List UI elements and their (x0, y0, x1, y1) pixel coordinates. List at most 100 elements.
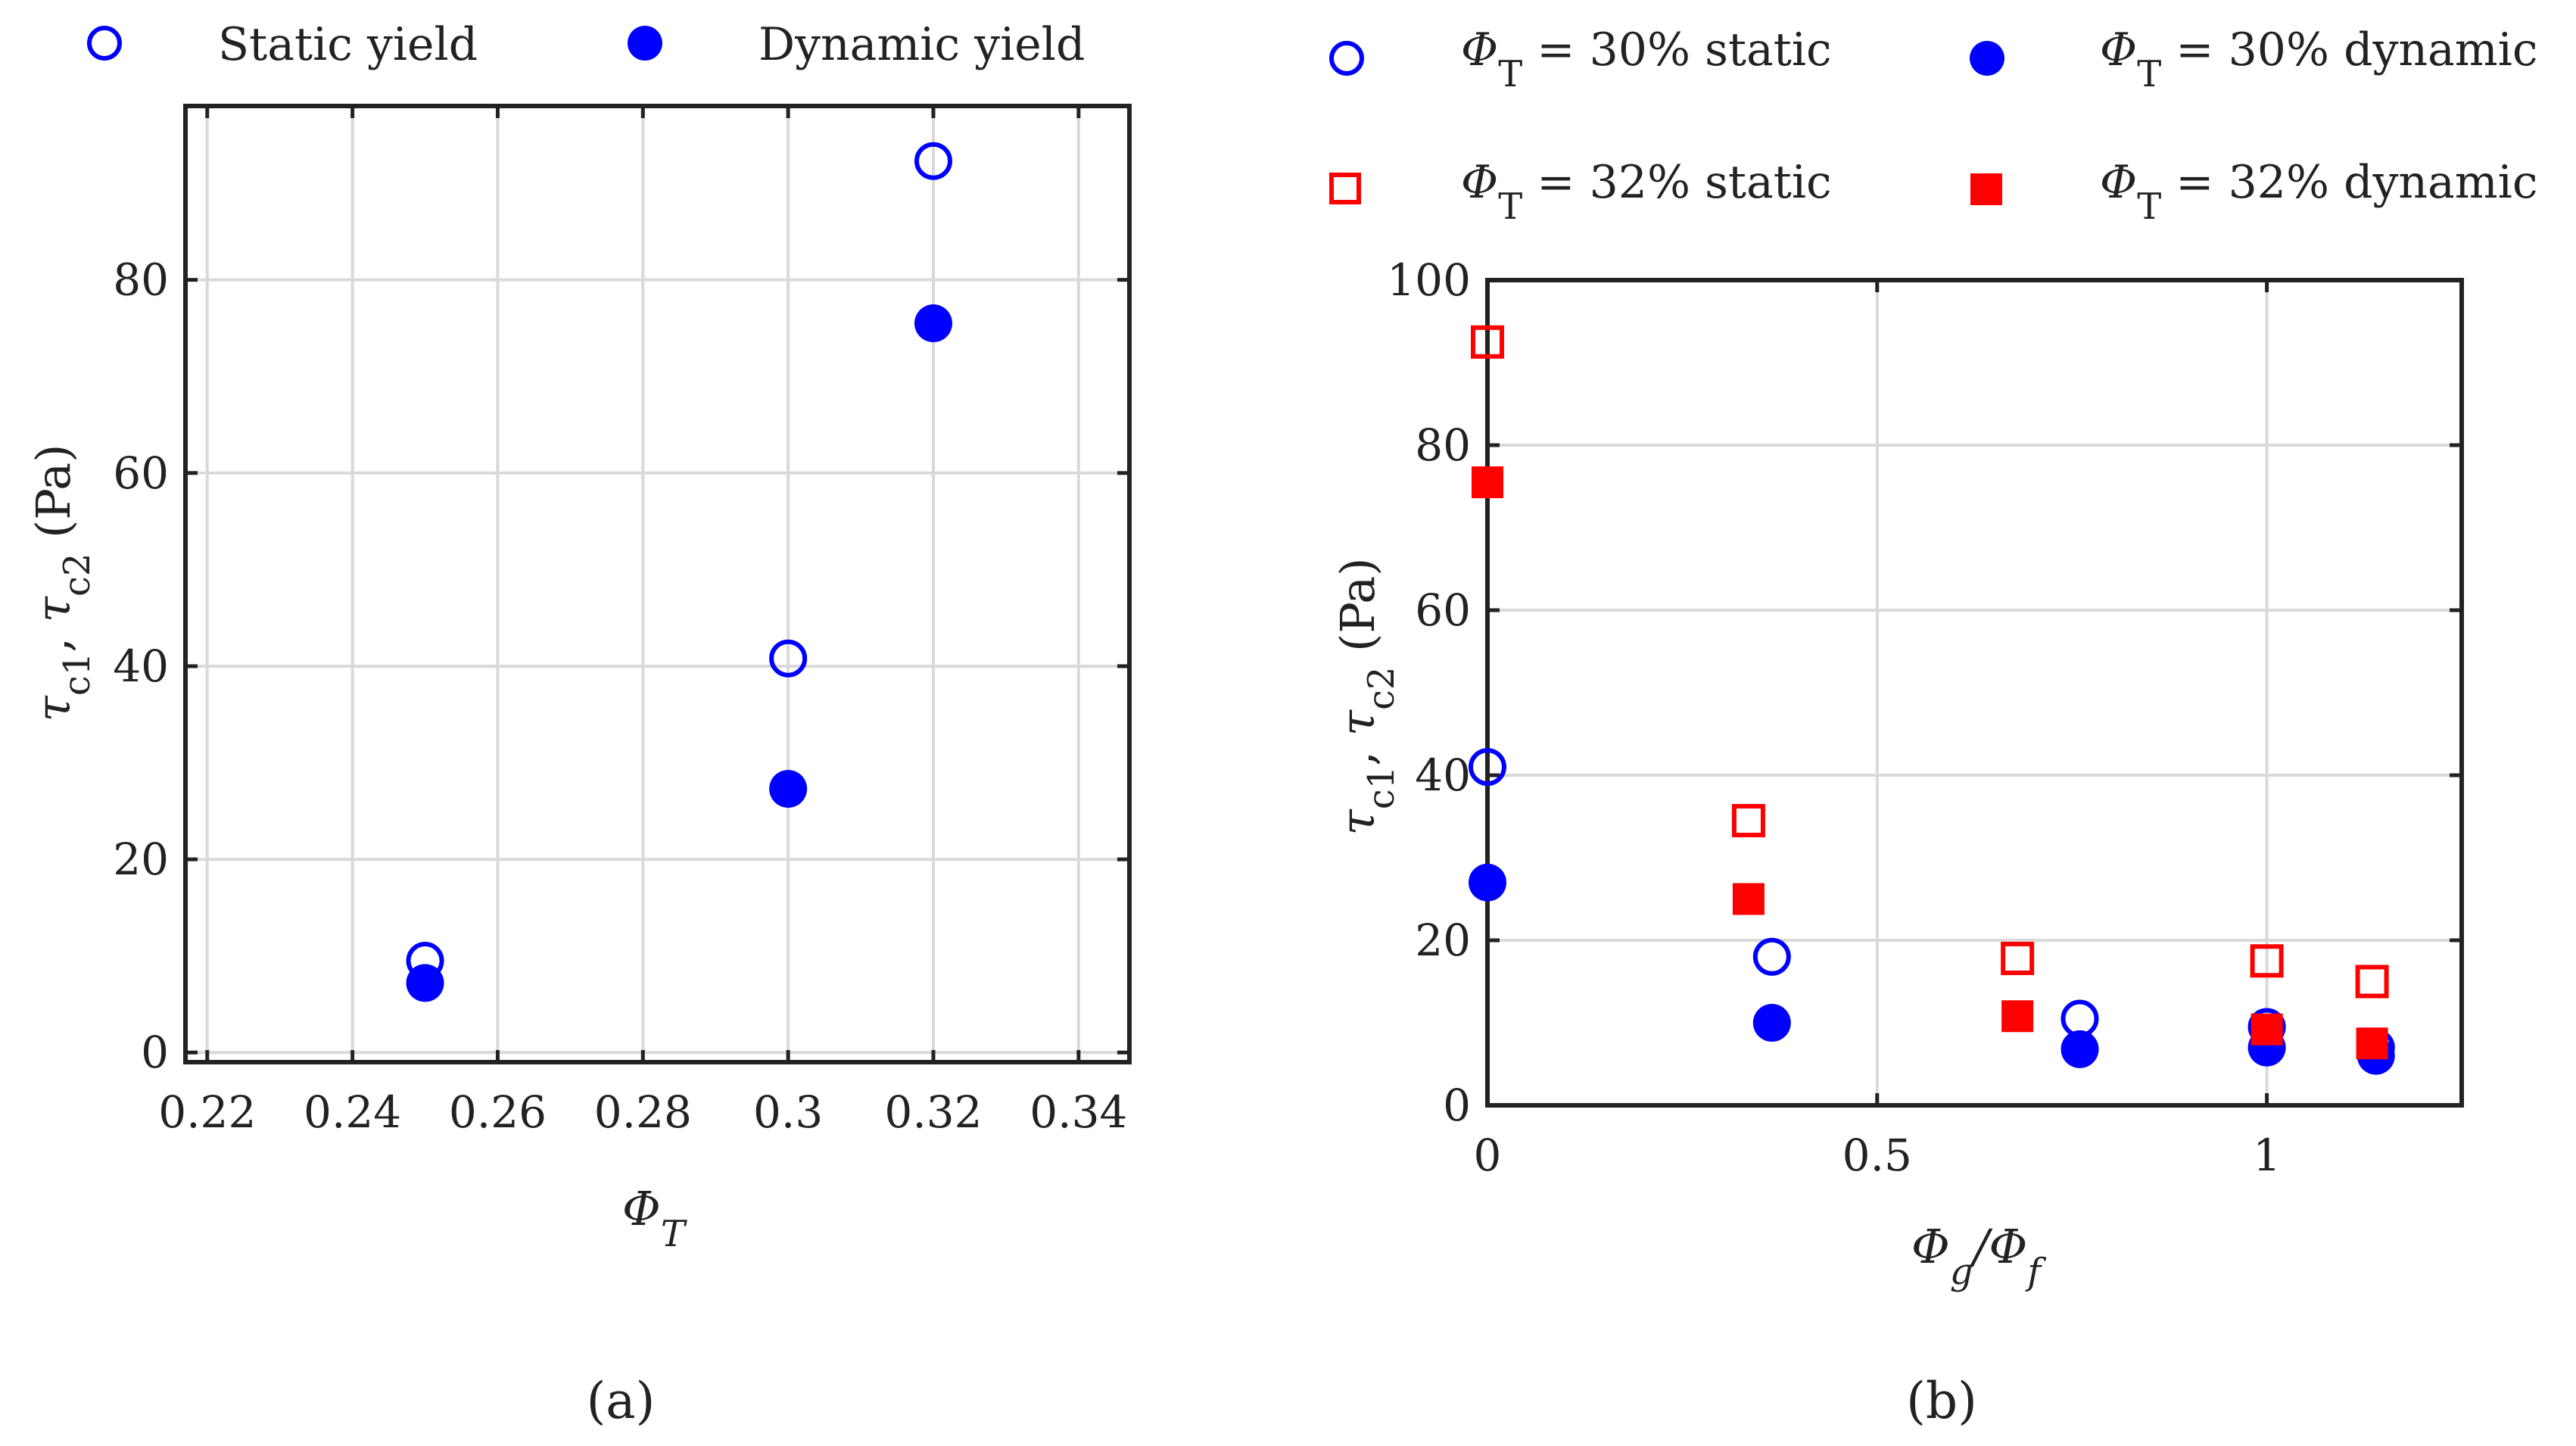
y-axis-label-a-sub2: c2 (56, 553, 98, 597)
y-axis-label-a-tau2: τ (26, 595, 81, 622)
legend-marker-32-dynamic (1970, 173, 2002, 205)
grid-b (1486, 279, 2462, 1107)
data-point (2356, 1027, 2388, 1060)
y-tick-label: 0 (1443, 1080, 1471, 1131)
legend-32-static-sub: T (1498, 185, 1522, 228)
x-axis-label-b: Φg/Φf (1911, 1219, 2046, 1293)
data-point (2060, 1030, 2099, 1068)
legend-32-static-rest: = 32% static (1522, 156, 1831, 209)
y-tick-label: 40 (1415, 749, 1471, 801)
legend-label-dynamic-yield: Dynamic yield (758, 18, 1085, 71)
x-tick-label: 0.34 (1029, 1086, 1127, 1138)
x-tick-label: 0.3 (753, 1086, 823, 1138)
legend-30-static-sub: T (1498, 53, 1522, 95)
data-point (1471, 325, 1504, 359)
x-tick-label: 0.32 (884, 1086, 982, 1138)
data-point (406, 964, 444, 1002)
x-tick-label: 0.26 (449, 1086, 547, 1138)
y-tick-label: 0 (141, 1027, 169, 1078)
y-tick-label: 60 (1415, 584, 1471, 636)
y-axis-label-b-tau1: τ (1330, 808, 1385, 835)
data-point (1469, 748, 1506, 787)
y-axis-label-a-sep: , (26, 622, 81, 652)
y-axis-label-a: τc1, τc2 (Pa) (26, 444, 98, 722)
legend-label-static-yield: Static yield (218, 18, 478, 71)
legend-32-dynamic-phi: Φ (2100, 156, 2137, 209)
legend-marker-dynamic-yield (628, 26, 662, 61)
plot-frame-b (1485, 278, 2464, 1108)
plot-frame-a (183, 104, 1132, 1064)
data-point (1472, 466, 1503, 499)
y-axis-label-b: τc1, τc2 (Pa) (1330, 558, 1403, 836)
legend-label-30-dynamic: ΦT = 30% dynamic (2100, 23, 2537, 95)
data-point (769, 639, 808, 678)
y-axis-label-a-sub1: c1 (56, 653, 98, 696)
legend-label-32-static: ΦT = 32% static (1461, 156, 1832, 228)
y-axis-label-a-tau1: τ (26, 694, 81, 721)
data-point (2250, 944, 2284, 978)
data-point (914, 142, 953, 180)
x-tick-label: 0.5 (1842, 1130, 1912, 1181)
y-tick-label: 80 (1415, 419, 1471, 471)
panel-a: Static yield Dynamic yield 0.22 0.24 0.26 0… (26, 18, 1132, 1430)
x-axis-label-a-phi: Φ (622, 1181, 661, 1236)
legend-marker-32-static (1329, 173, 1361, 204)
x-axis-label-b-sub-g: g (1950, 1251, 1973, 1293)
ticks-b: 0 0.5 1 0 20 40 60 80 100 (1387, 254, 2462, 1181)
legend-marker-static-yield (87, 26, 122, 61)
legend-label-30-static: ΦT = 30% static (1461, 23, 1832, 95)
data-point (2355, 965, 2389, 999)
legend-32-dynamic-sub: T (2137, 185, 2161, 228)
data-point (2001, 941, 2035, 975)
legend-a: Static yield Dynamic yield (87, 18, 1085, 71)
panel-label-b: (b) (1906, 1372, 1977, 1430)
legend-32-dynamic-rest: = 32% dynamic (2161, 156, 2537, 209)
legend-32-static-phi: Φ (1461, 156, 1498, 209)
x-tick-label: 1 (2253, 1130, 2281, 1181)
legend-30-dynamic-rest: = 30% dynamic (2161, 23, 2537, 76)
y-tick-label: 20 (1415, 915, 1471, 966)
data-point (2001, 1000, 2034, 1033)
legend-30-dynamic-phi: Φ (2100, 23, 2137, 76)
legend-30-dynamic-sub: T (2137, 53, 2161, 95)
legend-30-static-phi: Φ (1461, 23, 1498, 76)
x-tick-label: 0.24 (304, 1086, 401, 1138)
panel-label-a: (a) (587, 1372, 656, 1430)
legend-30-static-rest: = 30% static (1522, 23, 1831, 76)
marks-a (406, 142, 953, 1002)
data-point (2250, 1013, 2283, 1046)
ticks-a: 0.22 0.24 0.26 0.28 0.3 0.32 0.34 0 20 40 60 80 (113, 106, 1129, 1138)
data-point (1469, 863, 1506, 902)
x-tick-label: 0.28 (594, 1086, 692, 1138)
y-tick-label: 40 (113, 640, 169, 692)
y-axis-label-b-tau2: τ (1330, 709, 1385, 736)
y-axis-label-b-sub1: c1 (1360, 766, 1403, 809)
data-point (1732, 883, 1765, 915)
y-tick-label: 100 (1387, 254, 1471, 306)
legend-marker-30-dynamic (1970, 41, 2004, 76)
x-axis-label-a-sub: T (661, 1213, 687, 1255)
x-tick-label: 0.22 (158, 1086, 256, 1138)
data-point (1752, 937, 1791, 976)
y-axis-label-a-unit: (Pa) (26, 444, 81, 553)
x-axis-label-b-phi-g: Φ (1911, 1219, 1950, 1274)
panel-b: ΦT = 30% static ΦT = 30% dynamic ΦT = 32… (1329, 23, 2537, 1430)
legend-label-32-dynamic: ΦT = 32% dynamic (2100, 156, 2537, 228)
marks-b (1469, 325, 2395, 1075)
data-point (769, 769, 808, 808)
y-tick-label: 20 (113, 834, 169, 885)
grid-a (185, 106, 1129, 1062)
x-axis-label-b-slash: / (1970, 1219, 1993, 1274)
x-axis-label-b-phi-f: Φ (1989, 1219, 2027, 1274)
x-axis-label-a: ΦT (622, 1181, 687, 1255)
legend-b: ΦT = 30% static ΦT = 30% dynamic ΦT = 32… (1329, 23, 2537, 228)
y-axis-label-b-sub2: c2 (1360, 667, 1403, 710)
data-point (914, 304, 953, 343)
y-axis-label-b-sep: , (1330, 736, 1385, 765)
x-tick-label: 0 (1474, 1130, 1502, 1181)
data-point (1752, 1004, 1791, 1042)
y-tick-label: 80 (113, 254, 169, 306)
data-point (1731, 803, 1765, 837)
y-tick-label: 60 (113, 447, 169, 499)
